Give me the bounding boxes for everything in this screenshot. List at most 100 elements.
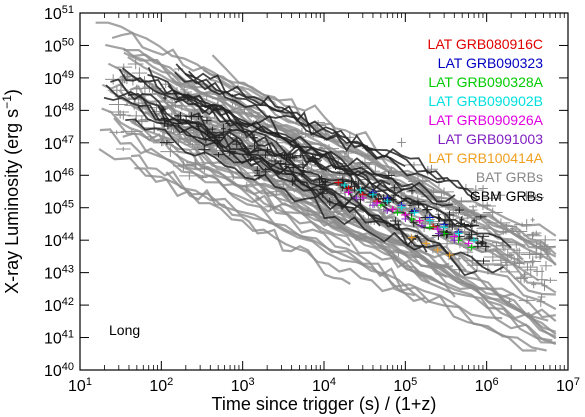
lat-point bbox=[373, 199, 382, 206]
gbm-grb-point bbox=[260, 167, 271, 176]
series-lat-grb100414a bbox=[407, 234, 454, 258]
bat-grb-point bbox=[197, 175, 208, 180]
bat-lightcurve bbox=[177, 164, 537, 352]
bat-grb-point bbox=[490, 242, 503, 250]
gbm-grb-point bbox=[400, 196, 412, 202]
bat-grb-point bbox=[475, 200, 491, 211]
gbm-grb-point bbox=[159, 118, 169, 127]
bat-grb-point bbox=[526, 231, 540, 238]
gbm-grb-point bbox=[247, 156, 254, 163]
bat-grb-point bbox=[322, 129, 329, 139]
bat-grb-point bbox=[524, 257, 542, 266]
lat-point bbox=[454, 230, 463, 237]
legend: LAT GRB080916C LAT GRB090323 LAT GRB090328… bbox=[428, 36, 544, 204]
lat-point bbox=[410, 209, 419, 216]
bat-grb-point bbox=[456, 255, 462, 262]
gbm-grb-point bbox=[289, 177, 296, 186]
gbm-grb-point bbox=[395, 221, 402, 229]
lat-point bbox=[425, 217, 434, 224]
gbm-grb-point bbox=[288, 154, 297, 160]
bat-grb-point bbox=[524, 264, 538, 276]
y-tick-label: 1048 bbox=[44, 101, 74, 120]
bat-lightcurve bbox=[111, 31, 377, 150]
bat-grb-point bbox=[405, 161, 423, 168]
gbm-grb-point bbox=[464, 223, 477, 229]
gbm-grb-point bbox=[279, 153, 290, 158]
bat-grb-point bbox=[160, 146, 181, 157]
bat-grb-point bbox=[279, 180, 287, 188]
bat-grb-point bbox=[397, 137, 406, 148]
bat-grb-point bbox=[512, 228, 528, 235]
gbm-grb-point bbox=[317, 188, 328, 198]
bat-grb-point bbox=[264, 203, 277, 210]
bat-grb-point bbox=[130, 84, 143, 94]
bat-grb-point bbox=[483, 195, 501, 202]
lat-point bbox=[388, 206, 397, 213]
lat-point bbox=[435, 230, 444, 237]
gbm-grb-point bbox=[275, 160, 287, 167]
gbm-grb-point bbox=[242, 150, 254, 159]
gbm-grb-point bbox=[223, 146, 237, 156]
bat-grb-point bbox=[529, 247, 543, 259]
gbm-grb-point bbox=[437, 215, 442, 223]
gbm-grb-point bbox=[455, 206, 464, 214]
gbm-grb-point bbox=[475, 214, 487, 219]
gbm-grb-cloud bbox=[103, 63, 512, 277]
bat-grb-point bbox=[226, 173, 240, 180]
bat-grb-point bbox=[268, 188, 285, 195]
bat-grb-point bbox=[478, 185, 488, 192]
gbm-grb-point bbox=[238, 145, 252, 153]
gbm-lightcurve bbox=[188, 70, 406, 168]
bat-grb-point bbox=[318, 144, 339, 153]
gbm-grb-point bbox=[295, 153, 306, 158]
y-tick-label: 1045 bbox=[44, 199, 74, 218]
bat-grb-point bbox=[247, 170, 267, 176]
bat-grb-point bbox=[500, 249, 515, 260]
bat-grb-point bbox=[211, 93, 225, 105]
gbm-grb-point bbox=[161, 106, 166, 112]
lat-point bbox=[433, 226, 442, 233]
lat-point bbox=[422, 240, 431, 247]
bat-grb-point bbox=[536, 275, 548, 285]
y-tick-label: 1046 bbox=[44, 166, 74, 185]
gbm-grb-point bbox=[263, 146, 272, 153]
bat-grb-point bbox=[434, 187, 455, 197]
y-tick-label: 1049 bbox=[44, 69, 74, 88]
bat-grb-point bbox=[530, 217, 535, 223]
bat-grb-point bbox=[388, 248, 409, 257]
bat-grb-point bbox=[536, 296, 546, 307]
gbm-grb-point bbox=[273, 169, 283, 174]
bat-grb-point bbox=[468, 204, 478, 209]
gbm-grb-point bbox=[475, 240, 487, 247]
bat-grb-point bbox=[247, 165, 258, 171]
bat-grb-point bbox=[252, 112, 265, 121]
bat-grb-point bbox=[541, 280, 548, 291]
gbm-grb-point bbox=[473, 243, 483, 249]
bat-grb-point bbox=[108, 109, 129, 115]
bat-grb-point bbox=[507, 241, 526, 248]
legend-entry: LAT GRB091003 bbox=[438, 131, 544, 147]
gbm-lightcurve bbox=[187, 97, 456, 203]
x-tick-label: 102 bbox=[149, 376, 173, 395]
bat-grb-point bbox=[499, 269, 519, 274]
lat-point bbox=[429, 223, 438, 230]
bat-grb-point bbox=[173, 160, 194, 171]
bat-grb-point bbox=[180, 85, 189, 94]
gbm-grb-point bbox=[442, 220, 457, 228]
gbm-grb-point bbox=[193, 113, 204, 120]
y-axis-title: X-ray Luminosity (erg s−1) bbox=[0, 89, 22, 294]
gbm-grb-point bbox=[221, 123, 226, 134]
gbm-grb-point bbox=[349, 181, 360, 192]
bat-grb-point bbox=[301, 131, 310, 138]
lat-point bbox=[334, 179, 343, 186]
gbm-grb-point bbox=[174, 120, 183, 127]
bat-grb-point bbox=[304, 206, 312, 215]
bat-grb-point bbox=[493, 227, 513, 235]
bat-grb-point bbox=[476, 226, 492, 231]
bat-grb-point bbox=[406, 188, 426, 195]
gbm-grb-point bbox=[208, 126, 217, 132]
gbm-grb-point bbox=[204, 128, 211, 136]
gbm-grb-point bbox=[455, 219, 465, 228]
bat-grb-point bbox=[452, 197, 471, 206]
gbm-grb-point bbox=[333, 165, 338, 171]
